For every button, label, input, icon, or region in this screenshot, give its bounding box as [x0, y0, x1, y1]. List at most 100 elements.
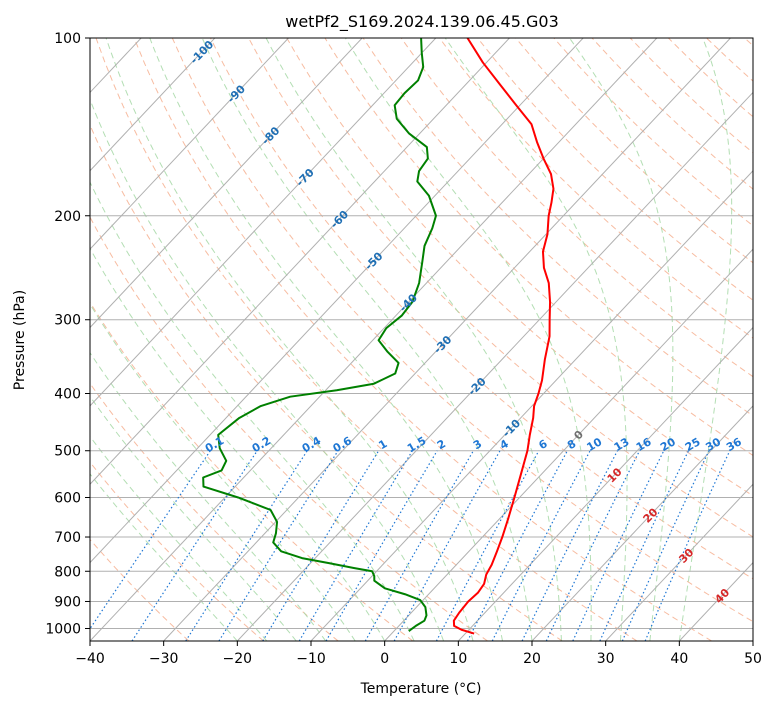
mixing-ratio-label: 0.6 — [331, 434, 355, 455]
isotherm-line — [0, 38, 67, 641]
mixing-ratio-label: 6 — [537, 437, 550, 452]
x-tick-label: 10 — [449, 651, 467, 667]
mixing-ratio-line — [262, 450, 380, 641]
mixing-ratio-label: 3 — [471, 437, 484, 452]
mixing-ratio-line — [644, 450, 731, 641]
dry-adiabat-line — [286, 38, 753, 497]
moist-adiabat-line — [90, 395, 297, 641]
dry-adiabat-line — [248, 38, 753, 538]
dry-adiabat-line — [90, 123, 563, 641]
moist-adiabat-line — [90, 247, 386, 641]
mixing-ratio-line — [90, 450, 211, 630]
dry-adiabat-line — [90, 538, 190, 641]
x-axis-label: Temperature (°C) — [360, 681, 482, 697]
mixing-ratio-label: 13 — [612, 435, 632, 454]
mixing-ratio-line — [599, 450, 690, 641]
mixing-ratio-line — [131, 450, 258, 641]
moist-adiabat-line — [90, 473, 238, 641]
dry-adiabat-line — [90, 382, 339, 641]
moist-adiabat-line — [444, 38, 628, 641]
x-tick-label: −40 — [75, 651, 105, 667]
y-tick-label: 400 — [54, 387, 81, 403]
mixing-ratio-label: 20 — [658, 435, 678, 454]
isotherm-line — [90, 38, 289, 250]
temperature-profile-line — [452, 38, 555, 635]
mixing-ratio-label: 10 — [584, 435, 604, 454]
isotherm-line — [90, 38, 437, 407]
y-tick-label: 500 — [54, 444, 81, 460]
x-tick-label: 50 — [744, 651, 762, 667]
isotherm-line — [90, 38, 584, 564]
moist-adiabat-line — [149, 38, 504, 641]
isotherm-line — [605, 483, 753, 641]
mixing-ratio-line — [466, 450, 568, 641]
moist-adiabat-line — [344, 38, 592, 641]
background-lines-layer — [0, 38, 753, 641]
y-tick-label: 800 — [54, 564, 81, 580]
mixing-ratio-line — [521, 450, 618, 641]
dry-adiabat-line — [477, 38, 753, 301]
dry-adiabat-line — [706, 38, 753, 82]
dry-adiabat-line — [324, 38, 753, 457]
isotherm-line — [90, 38, 510, 485]
isotherm-line — [457, 326, 753, 641]
isotherm-line — [90, 38, 216, 172]
moist-adiabat-line — [90, 435, 268, 641]
profile-series-layer — [202, 38, 555, 635]
chart-title: wetPf2_S169.2024.139.06.45.G03 — [285, 12, 559, 32]
isotherm-label: -100 — [188, 38, 217, 67]
isotherm-line — [90, 38, 658, 641]
moist-adiabat-line — [569, 38, 674, 641]
moist-adiabat-line — [678, 38, 733, 641]
isotherm-line — [163, 38, 731, 641]
mixing-ratio-label: 1 — [376, 437, 389, 452]
dry-adiabat-line — [133, 38, 712, 641]
moist-adiabat-line — [90, 303, 356, 641]
x-tick-label: −20 — [223, 651, 253, 667]
dewpoint-profile-line — [202, 38, 437, 632]
y-tick-label: 700 — [54, 530, 81, 546]
moist-adiabat-line — [90, 351, 327, 641]
isotherm-line — [752, 640, 753, 641]
mixing-ratio-line — [435, 450, 540, 641]
axes-layer: −40 −30 −20 −10 0 10 20 30 40 5010020030040050060… — [45, 31, 762, 667]
mixing-ratio-line — [393, 450, 501, 641]
moist-adiabat-line — [265, 38, 562, 641]
x-tick-label: −30 — [149, 651, 179, 667]
x-tick-label: 20 — [523, 651, 541, 667]
moist-adiabat-line — [90, 98, 445, 641]
mixing-ratio-label: 1.5 — [405, 434, 428, 455]
dry-adiabat-line — [744, 38, 753, 47]
isotherm-line — [310, 170, 753, 641]
y-tick-label: 600 — [54, 490, 81, 506]
line-labels-layer: 0.1 0.2 0.4 0.6 1 1.5 2 3 4 6 8 10 13 16 20 25 30 36-100-… — [188, 38, 744, 606]
mixing-ratio-line — [218, 450, 339, 641]
mixing-ratio-label: 0.4 — [300, 434, 324, 455]
dry-adiabat-line — [171, 38, 753, 623]
dry-adiabat-line — [90, 216, 488, 641]
y-tick-label: 1000 — [45, 621, 81, 637]
mixing-ratio-line — [491, 450, 591, 641]
y-tick-label: 900 — [54, 594, 81, 610]
mixing-ratio-label: 2 — [435, 437, 448, 452]
x-tick-label: 0 — [380, 651, 389, 667]
plot-frame — [89, 37, 754, 642]
dry-adiabat-line — [95, 38, 638, 641]
y-tick-label: 300 — [54, 313, 81, 329]
isotherm-line — [678, 561, 753, 641]
y-tick-label: 100 — [54, 31, 81, 47]
isotherm-line — [531, 405, 753, 641]
dry-adiabat-line — [90, 461, 264, 641]
x-tick-label: 40 — [670, 651, 688, 667]
isotherm-line — [236, 91, 753, 641]
dry-adiabat-line — [210, 38, 753, 580]
mixing-ratio-line — [621, 450, 710, 641]
mixing-ratio-label: 30 — [703, 435, 723, 454]
y-tick-label: 200 — [54, 209, 81, 225]
isotherm-line — [384, 248, 753, 641]
mixing-ratio-line — [185, 450, 308, 641]
mixing-ratio-label: 25 — [683, 435, 703, 454]
isotherm-line — [90, 38, 363, 329]
moist-adiabat-line — [105, 38, 474, 641]
